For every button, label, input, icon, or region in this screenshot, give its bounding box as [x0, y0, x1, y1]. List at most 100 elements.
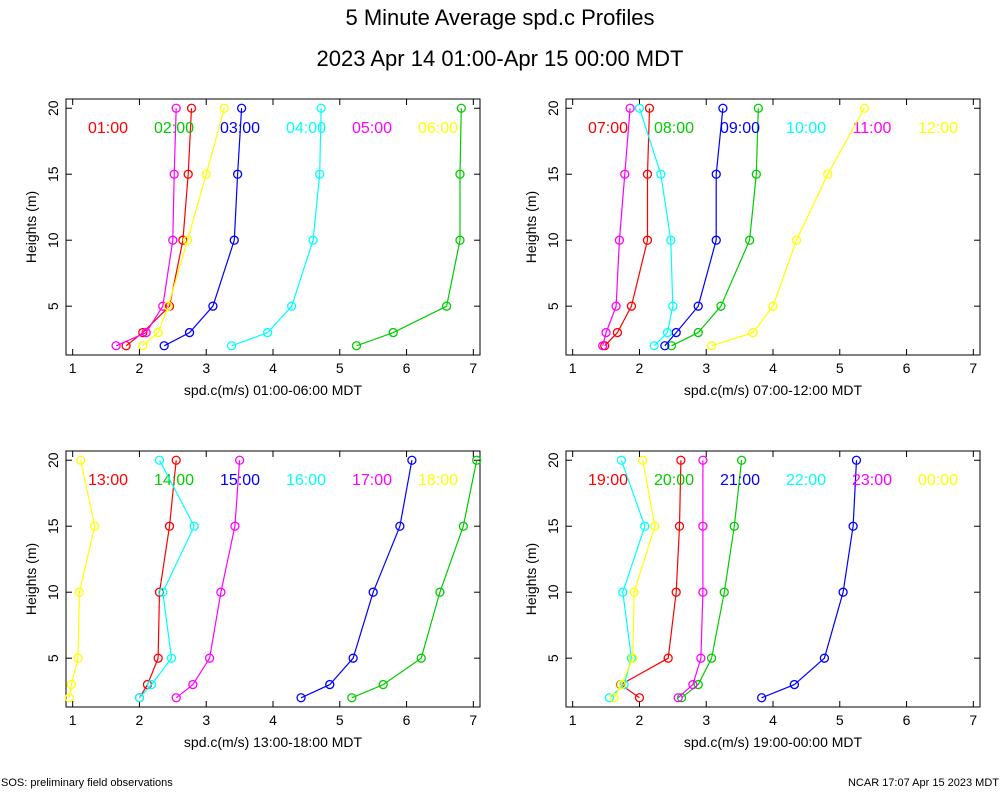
data-point — [416, 653, 426, 663]
series-line-11:00 — [602, 108, 631, 346]
series-line-05:00 — [115, 108, 177, 347]
legend-label: 02:00 — [154, 120, 194, 137]
data-point — [629, 587, 639, 597]
data-point — [159, 341, 169, 351]
data-point — [216, 587, 226, 597]
data-point — [609, 693, 619, 703]
data-point — [638, 455, 648, 465]
data-point — [612, 327, 623, 338]
data-point — [616, 455, 627, 465]
data-point — [601, 327, 611, 338]
data-point — [859, 103, 870, 113]
x-tick-label: 6 — [903, 360, 911, 376]
y-tick-label: 5 — [45, 302, 61, 310]
data-point — [368, 587, 378, 597]
series-line-15:00 — [300, 460, 413, 699]
data-point — [618, 587, 628, 597]
data-point — [208, 301, 218, 311]
data-point — [66, 679, 76, 690]
data-point — [663, 653, 673, 663]
data-point — [163, 301, 173, 311]
y-axis-label: Heights (m) — [523, 191, 539, 263]
legend-label: 04:00 — [286, 120, 326, 137]
data-point — [204, 653, 215, 663]
data-point — [347, 693, 357, 703]
legend-label: 15:00 — [220, 472, 260, 489]
data-point — [634, 693, 645, 703]
chart-subtitle: 2023 Apr 14 01:00-Apr 15 00:00 MDT — [316, 46, 684, 71]
data-point — [640, 521, 650, 531]
x-tick-label: 6 — [903, 712, 911, 728]
data-point — [650, 521, 660, 531]
footer-left-note: SOS: preliminary field observations — [1, 777, 173, 789]
data-point — [698, 587, 708, 597]
x-tick-label: 2 — [636, 360, 644, 376]
series-line-07:00 — [604, 108, 651, 347]
data-point — [619, 679, 629, 690]
data-point — [74, 587, 85, 597]
series-line-02:00 — [356, 108, 462, 347]
y-tick-label: 20 — [45, 100, 61, 116]
data-point — [111, 341, 121, 351]
data-point — [90, 521, 100, 531]
data-point — [698, 521, 708, 531]
data-point — [166, 653, 177, 663]
data-point — [628, 653, 638, 663]
data-point — [719, 587, 729, 597]
legend-label: 09:00 — [720, 120, 760, 137]
data-point — [141, 327, 151, 338]
y-tick-label: 10 — [545, 584, 561, 600]
data-point — [671, 327, 681, 338]
data-point — [823, 169, 833, 179]
data-point — [660, 341, 670, 351]
panel-1: 1 2 3 4 5 6 7 5 10 15 20 spd.c(m/s) 01:00-06:00 MDT… — [23, 98, 481, 398]
x-axis-label: spd.c(m/s) 07:00-12:00 MDT — [684, 382, 863, 398]
x-tick-label: 1 — [569, 712, 577, 728]
data-point — [183, 169, 193, 179]
data-point — [154, 587, 165, 597]
y-tick-label: 10 — [45, 584, 61, 600]
series-line-03:00 — [163, 108, 243, 347]
y-tick-label: 20 — [545, 100, 561, 116]
y-tick-label: 15 — [45, 518, 61, 534]
data-point — [229, 235, 239, 245]
x-tick-label: 5 — [336, 360, 344, 376]
data-point — [458, 521, 468, 531]
y-axis-label: Heights (m) — [23, 543, 39, 615]
legend-label: 22:00 — [786, 472, 826, 489]
panel-4: 1 2 3 4 5 6 7 5 10 15 20 spd.c(m/s) 19:00-00:00 MDT… — [523, 450, 981, 750]
legend-label: 10:00 — [786, 120, 826, 137]
data-point — [153, 327, 163, 338]
x-tick-label: 3 — [702, 360, 710, 376]
plot-frame — [65, 450, 481, 708]
data-point — [168, 235, 178, 245]
data-point — [456, 103, 466, 113]
data-point — [753, 103, 763, 113]
series-line-12:00 — [711, 107, 866, 347]
data-point — [154, 455, 165, 465]
legend-label: 13:00 — [88, 472, 128, 489]
legend-label: 03:00 — [220, 120, 260, 137]
data-point — [711, 235, 721, 245]
data-point — [748, 327, 758, 338]
series-line-21:00 — [761, 460, 858, 699]
y-tick-label: 20 — [45, 452, 61, 468]
data-point — [325, 679, 335, 690]
y-axis-label: Heights (m) — [23, 191, 39, 263]
data-point — [706, 653, 717, 663]
x-tick-label: 1 — [69, 360, 77, 376]
data-point — [395, 521, 405, 531]
data-point — [666, 341, 677, 351]
x-tick-label: 7 — [969, 712, 977, 728]
data-point — [188, 679, 198, 690]
data-point — [706, 341, 717, 351]
legend-label: 11:00 — [853, 120, 892, 137]
data-point — [189, 521, 199, 531]
data-point — [232, 169, 243, 179]
data-point — [171, 693, 181, 703]
data-point — [598, 341, 608, 351]
data-point — [729, 521, 739, 531]
data-point — [316, 103, 326, 113]
series-line-04:00 — [231, 108, 322, 347]
data-point — [407, 455, 417, 465]
